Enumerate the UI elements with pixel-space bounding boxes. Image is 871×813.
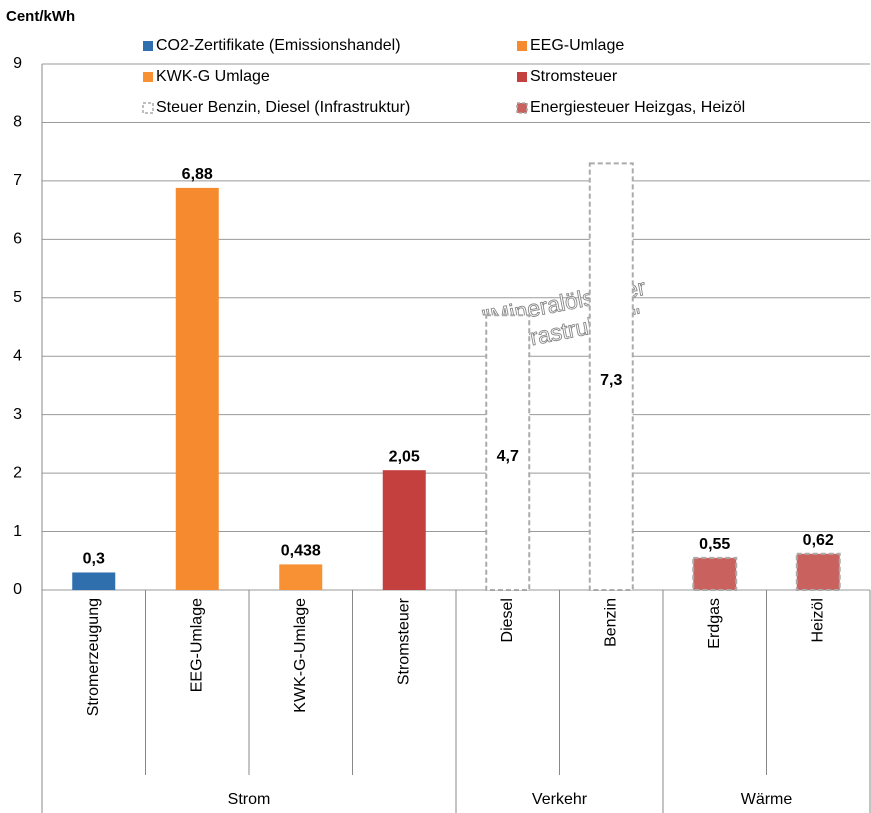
y-tick-label: 0 xyxy=(13,581,22,598)
y-tick-label: 2 xyxy=(13,464,22,481)
data-label: 0,438 xyxy=(281,543,321,560)
legend-label: Energiesteuer Heizgas, Heizöl xyxy=(530,99,745,116)
data-label: 0,55 xyxy=(699,536,730,553)
legend-label: Steuer Benzin, Diesel (Infrastruktur) xyxy=(156,99,410,116)
legend-label: Stromsteuer xyxy=(530,68,618,85)
y-tick-label: 8 xyxy=(13,114,22,131)
x-tick-label: Heizöl xyxy=(809,598,826,642)
group-label: Wärme xyxy=(741,791,793,808)
y-tick-label: 3 xyxy=(13,406,22,423)
group-label: Verkehr xyxy=(532,791,588,808)
bar xyxy=(692,556,738,591)
data-label: 0,62 xyxy=(803,532,834,549)
x-tick-label: Stromerzeugung xyxy=(85,598,102,716)
bar xyxy=(175,187,219,590)
bar xyxy=(485,314,531,591)
legend-swatch xyxy=(143,72,153,82)
legend-swatch xyxy=(516,102,528,114)
x-tick-label: KWK-G-Umlage xyxy=(292,598,309,713)
bar xyxy=(72,572,116,590)
legend-label: KWK-G Umlage xyxy=(156,68,270,85)
bar xyxy=(588,162,634,591)
data-label: 7,3 xyxy=(600,372,622,389)
group-label: Strom xyxy=(228,791,271,808)
y-tick-label: 1 xyxy=(13,523,22,540)
bar xyxy=(279,564,323,590)
x-tick-label: Erdgas xyxy=(706,598,723,649)
bar xyxy=(795,552,841,592)
data-label: 0,3 xyxy=(83,551,105,568)
data-label: 4,7 xyxy=(497,448,519,465)
legend-label: CO2-Zertifikate (Emissionshandel) xyxy=(156,37,401,54)
x-tick-label: EEG-Umlage xyxy=(188,598,205,692)
y-tick-label: 9 xyxy=(13,55,22,72)
legend-swatch xyxy=(142,102,154,114)
y-tick-label: 6 xyxy=(13,231,22,248)
y-tick-label: 5 xyxy=(13,289,22,306)
legend-swatch xyxy=(517,41,527,51)
legend-swatch xyxy=(143,41,153,51)
legend-label: EEG-Umlage xyxy=(530,37,624,54)
legend-swatch xyxy=(517,72,527,82)
data-label: 2,05 xyxy=(389,448,420,465)
x-tick-label: Diesel xyxy=(499,598,516,642)
bar xyxy=(382,470,426,590)
y-axis-label: Cent/kWh xyxy=(6,8,75,25)
x-tick-label: Stromsteuer xyxy=(395,597,412,685)
x-tick-label: Benzin xyxy=(602,598,619,647)
y-tick-label: 4 xyxy=(13,347,22,364)
y-tick-label: 7 xyxy=(13,172,22,189)
data-label: 6,88 xyxy=(182,166,213,183)
